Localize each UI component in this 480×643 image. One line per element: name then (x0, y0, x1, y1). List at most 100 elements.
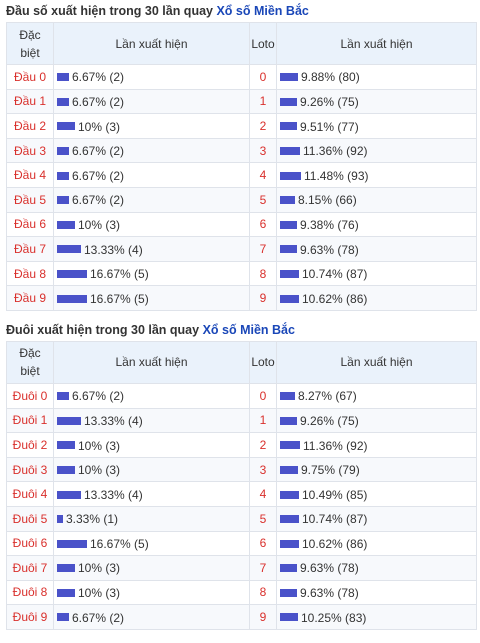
frequency-value: 10.74% (87) (302, 266, 368, 281)
row-label[interactable]: Đuôi 4 (6, 481, 54, 507)
frequency-value: 6.67% (2) (72, 193, 125, 208)
table-row: Đuôi 7 10% (3) 7 9.63% (78) (6, 555, 477, 581)
row-label[interactable]: Đầu 4 (6, 162, 54, 188)
loto-digit[interactable]: 5 (249, 186, 277, 213)
frequency-bar (280, 613, 298, 622)
special-frequency-cell: 10% (3) (53, 456, 250, 483)
frequency-value: 10.74% (87) (302, 512, 368, 527)
frequency-bar (280, 539, 299, 548)
column-header: Đặc biệt (6, 340, 54, 384)
loto-digit[interactable]: 8 (249, 260, 277, 287)
loto-digit[interactable]: 2 (249, 113, 277, 139)
loto-frequency-cell: 10.49% (85) (276, 481, 477, 507)
loto-digit[interactable]: 1 (249, 88, 277, 115)
row-label[interactable]: Đầu 7 (6, 236, 54, 262)
frequency-value: 13.33% (4) (84, 487, 143, 502)
loto-frequency-cell: 10.74% (87) (276, 260, 477, 287)
frequency-value: 11.48% (93) (304, 168, 369, 183)
frequency-bar (57, 539, 87, 548)
loto-digit[interactable]: 0 (249, 382, 277, 409)
frequency-bar (57, 146, 69, 155)
table-row: Đuôi 2 10% (3) 2 11.36% (92) (6, 432, 477, 458)
row-label[interactable]: Đuôi 1 (6, 407, 54, 434)
lottery-link[interactable]: Xổ số Miền Bắc (216, 4, 309, 18)
loto-digit[interactable]: 8 (249, 579, 277, 606)
frequency-value: 10% (3) (78, 462, 121, 477)
table-row: Đuôi 1 13.33% (4) 1 9.26% (75) (6, 407, 477, 434)
loto-frequency-cell: 9.63% (78) (276, 555, 477, 581)
frequency-value: 9.75% (79) (301, 462, 360, 477)
row-label[interactable]: Đầu 1 (6, 88, 54, 115)
frequency-value: 10.49% (85) (302, 487, 368, 502)
frequency-bar (280, 97, 297, 106)
frequency-value: 10% (3) (78, 438, 121, 453)
row-label[interactable]: Đầu 8 (6, 260, 54, 287)
loto-digit[interactable]: 3 (249, 137, 277, 164)
loto-frequency-cell: 11.36% (92) (276, 432, 477, 458)
row-label[interactable]: Đầu 2 (6, 113, 54, 139)
special-frequency-cell: 16.67% (5) (53, 530, 250, 557)
special-frequency-cell: 13.33% (4) (53, 407, 250, 434)
column-header: Lần xuất hiện (53, 340, 250, 384)
frequency-value: 11.36% (92) (303, 143, 368, 158)
frequency-bar (57, 171, 69, 180)
frequency-value: 10.25% (83) (301, 610, 367, 625)
row-label[interactable]: Đuôi 9 (6, 604, 54, 630)
loto-digit[interactable]: 5 (249, 505, 277, 532)
column-header: Lần xuất hiện (276, 22, 477, 65)
frequency-value: 13.33% (4) (84, 413, 143, 428)
row-label[interactable]: Đuôi 6 (6, 530, 54, 557)
loto-digit[interactable]: 2 (249, 432, 277, 458)
frequency-bar (57, 73, 69, 82)
frequency-value: 9.26% (75) (300, 94, 359, 109)
loto-frequency-cell: 10.62% (86) (276, 285, 477, 311)
row-label[interactable]: Đầu 6 (6, 211, 54, 238)
loto-digit[interactable]: 9 (249, 285, 277, 311)
loto-digit[interactable]: 4 (249, 481, 277, 507)
special-frequency-cell: 13.33% (4) (53, 481, 250, 507)
row-label[interactable]: Đầu 5 (6, 186, 54, 213)
row-label[interactable]: Đuôi 3 (6, 456, 54, 483)
special-frequency-cell: 10% (3) (53, 579, 250, 606)
frequency-bar (57, 416, 81, 425)
frequency-bar (57, 465, 75, 474)
loto-frequency-cell: 10.25% (83) (276, 604, 477, 630)
frequency-bar (280, 245, 297, 254)
dau-section-title: Đầu số xuất hiện trong 30 lần quay Xổ số… (0, 0, 480, 22)
row-label[interactable]: Đuôi 7 (6, 555, 54, 581)
frequency-value: 16.67% (5) (90, 536, 149, 551)
row-label[interactable]: Đuôi 8 (6, 579, 54, 606)
row-label[interactable]: Đầu 9 (6, 285, 54, 311)
frequency-bar (280, 392, 295, 401)
lottery-link[interactable]: Xổ số Miền Bắc (202, 322, 295, 337)
frequency-bar (57, 245, 81, 254)
section-title-text: Đầu số xuất hiện trong 30 lần quay (6, 4, 217, 18)
table-row: Đầu 1 6.67% (2) 1 9.26% (75) (6, 88, 477, 115)
duoi-section-title: Đuôi xuất hiện trong 30 lần quay Xổ số M… (0, 319, 480, 341)
loto-digit[interactable]: 6 (249, 211, 277, 238)
loto-digit[interactable]: 9 (249, 604, 277, 630)
loto-digit[interactable]: 6 (249, 530, 277, 557)
frequency-bar (280, 294, 299, 303)
loto-digit[interactable]: 7 (249, 236, 277, 262)
frequency-bar (280, 171, 301, 180)
table-row: Đầu 4 6.67% (2) 4 11.48% (93) (6, 162, 477, 188)
frequency-bar (57, 392, 69, 401)
row-label[interactable]: Đuôi 5 (6, 505, 54, 532)
stats-page: Đầu số xuất hiện trong 30 lần quay Xổ số… (0, 0, 480, 630)
loto-digit[interactable]: 0 (249, 64, 277, 90)
special-frequency-cell: 6.67% (2) (53, 162, 250, 188)
loto-digit[interactable]: 7 (249, 555, 277, 581)
row-label[interactable]: Đuôi 0 (6, 382, 54, 409)
row-label[interactable]: Đuôi 2 (6, 432, 54, 458)
frequency-bar (280, 73, 298, 82)
row-label[interactable]: Đầu 3 (6, 137, 54, 164)
table-row: Đầu 5 6.67% (2) 5 8.15% (66) (6, 186, 477, 213)
loto-frequency-cell: 8.15% (66) (276, 186, 477, 213)
row-label[interactable]: Đầu 0 (6, 64, 54, 90)
loto-digit[interactable]: 4 (249, 162, 277, 188)
loto-digit[interactable]: 3 (249, 456, 277, 483)
frequency-value: 8.15% (66) (298, 193, 357, 208)
loto-digit[interactable]: 1 (249, 407, 277, 434)
frequency-bar (280, 269, 299, 278)
